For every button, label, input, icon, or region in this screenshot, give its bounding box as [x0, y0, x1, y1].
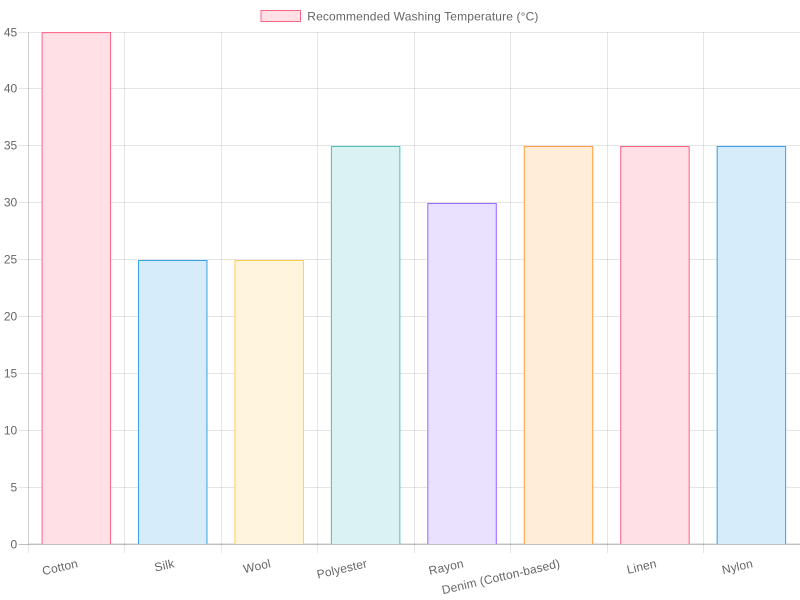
svg-text:20: 20: [4, 310, 18, 324]
svg-text:Silk: Silk: [153, 556, 176, 574]
svg-text:25: 25: [4, 253, 18, 267]
svg-text:5: 5: [11, 481, 18, 495]
svg-text:Nylon: Nylon: [721, 556, 755, 577]
svg-text:30: 30: [4, 196, 18, 210]
svg-text:15: 15: [4, 367, 18, 381]
svg-text:Recommended Washing Temperatur: Recommended Washing Temperature (°C): [307, 9, 538, 23]
svg-text:35: 35: [4, 139, 18, 153]
svg-text:Wool: Wool: [242, 556, 272, 576]
svg-text:40: 40: [4, 82, 18, 96]
svg-text:45: 45: [4, 26, 18, 40]
svg-text:0: 0: [11, 538, 18, 552]
svg-text:10: 10: [4, 424, 18, 438]
svg-text:Linen: Linen: [625, 556, 657, 576]
